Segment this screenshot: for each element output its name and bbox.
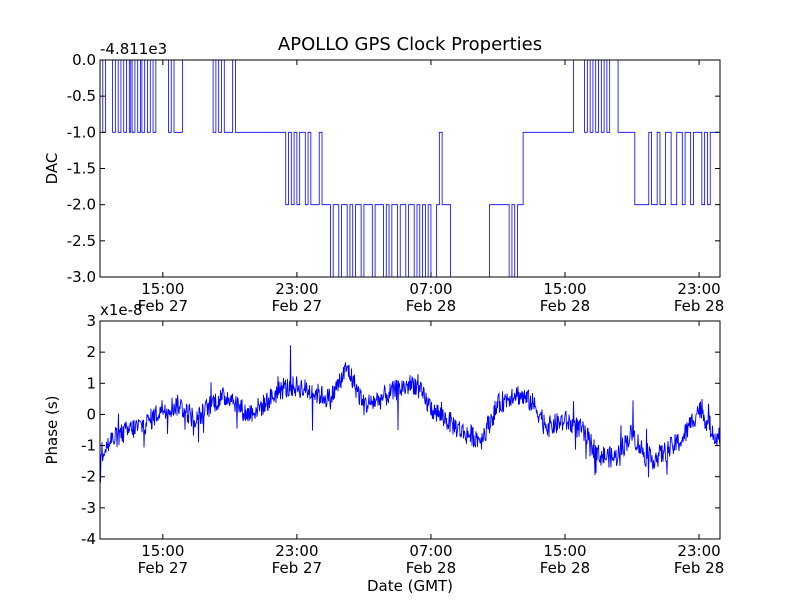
axes-frame bbox=[99, 320, 721, 540]
x-tick-label-date: Feb 28 bbox=[540, 297, 590, 315]
y-tick-label: -1 bbox=[81, 437, 96, 455]
x-axis-label: Date (GMT) bbox=[367, 577, 453, 595]
x-tick-label-date: Feb 28 bbox=[674, 559, 724, 577]
x-tick-label-date: Feb 27 bbox=[138, 559, 188, 577]
x-tick-label-time: 15:00 bbox=[141, 542, 184, 560]
x-tick-label-time: 23:00 bbox=[677, 542, 720, 560]
y-tick-label: -3.0 bbox=[67, 268, 96, 286]
axis-offset-label: -4.811e3 bbox=[100, 40, 167, 58]
y-tick-label: 3 bbox=[86, 312, 96, 330]
x-tick-label-date: Feb 28 bbox=[674, 297, 724, 315]
y-tick-label: -2.5 bbox=[67, 232, 96, 250]
y-tick-label: -2.0 bbox=[67, 196, 96, 214]
x-tick-label-time: 15:00 bbox=[141, 280, 184, 298]
x-tick-label-time: 07:00 bbox=[409, 280, 452, 298]
y-tick-label: -2 bbox=[81, 468, 96, 486]
y-tick-label: 1 bbox=[86, 374, 96, 392]
y-tick-label: 0.0 bbox=[72, 51, 96, 69]
x-tick-label-time: 23:00 bbox=[275, 542, 318, 560]
y-tick-label: -0.5 bbox=[67, 87, 96, 105]
y-tick-label: -4 bbox=[81, 530, 96, 548]
x-tick-label-date: Feb 28 bbox=[406, 559, 456, 577]
x-tick-label-date: Feb 27 bbox=[138, 297, 188, 315]
y-tick-label: 2 bbox=[86, 343, 96, 361]
dac-series-line bbox=[100, 59, 720, 278]
x-tick-label-time: 23:00 bbox=[275, 280, 318, 298]
x-tick-label-time: 23:00 bbox=[677, 280, 720, 298]
axes-frame bbox=[99, 59, 721, 278]
chart-title: APOLLO GPS Clock Properties bbox=[278, 34, 542, 55]
x-tick-label-time: 07:00 bbox=[409, 542, 452, 560]
x-tick-label-date: Feb 27 bbox=[272, 297, 322, 315]
y-tick-label: -1.5 bbox=[67, 160, 96, 178]
x-tick-label-time: 15:00 bbox=[543, 542, 586, 560]
x-tick-label-date: Feb 28 bbox=[406, 297, 456, 315]
y-axis-label: Phase (s) bbox=[43, 395, 61, 464]
y-tick-label: 0 bbox=[86, 405, 96, 423]
x-tick-label-date: Feb 27 bbox=[272, 559, 322, 577]
y-axis-label: DAC bbox=[43, 153, 61, 185]
y-tick-label: -3 bbox=[81, 499, 96, 517]
x-tick-label-time: 15:00 bbox=[543, 280, 586, 298]
phase-series-line bbox=[99, 345, 721, 483]
y-tick-label: -1.0 bbox=[67, 123, 96, 141]
axis-offset-label: x1e-8 bbox=[100, 301, 143, 319]
x-tick-label-date: Feb 28 bbox=[540, 559, 590, 577]
